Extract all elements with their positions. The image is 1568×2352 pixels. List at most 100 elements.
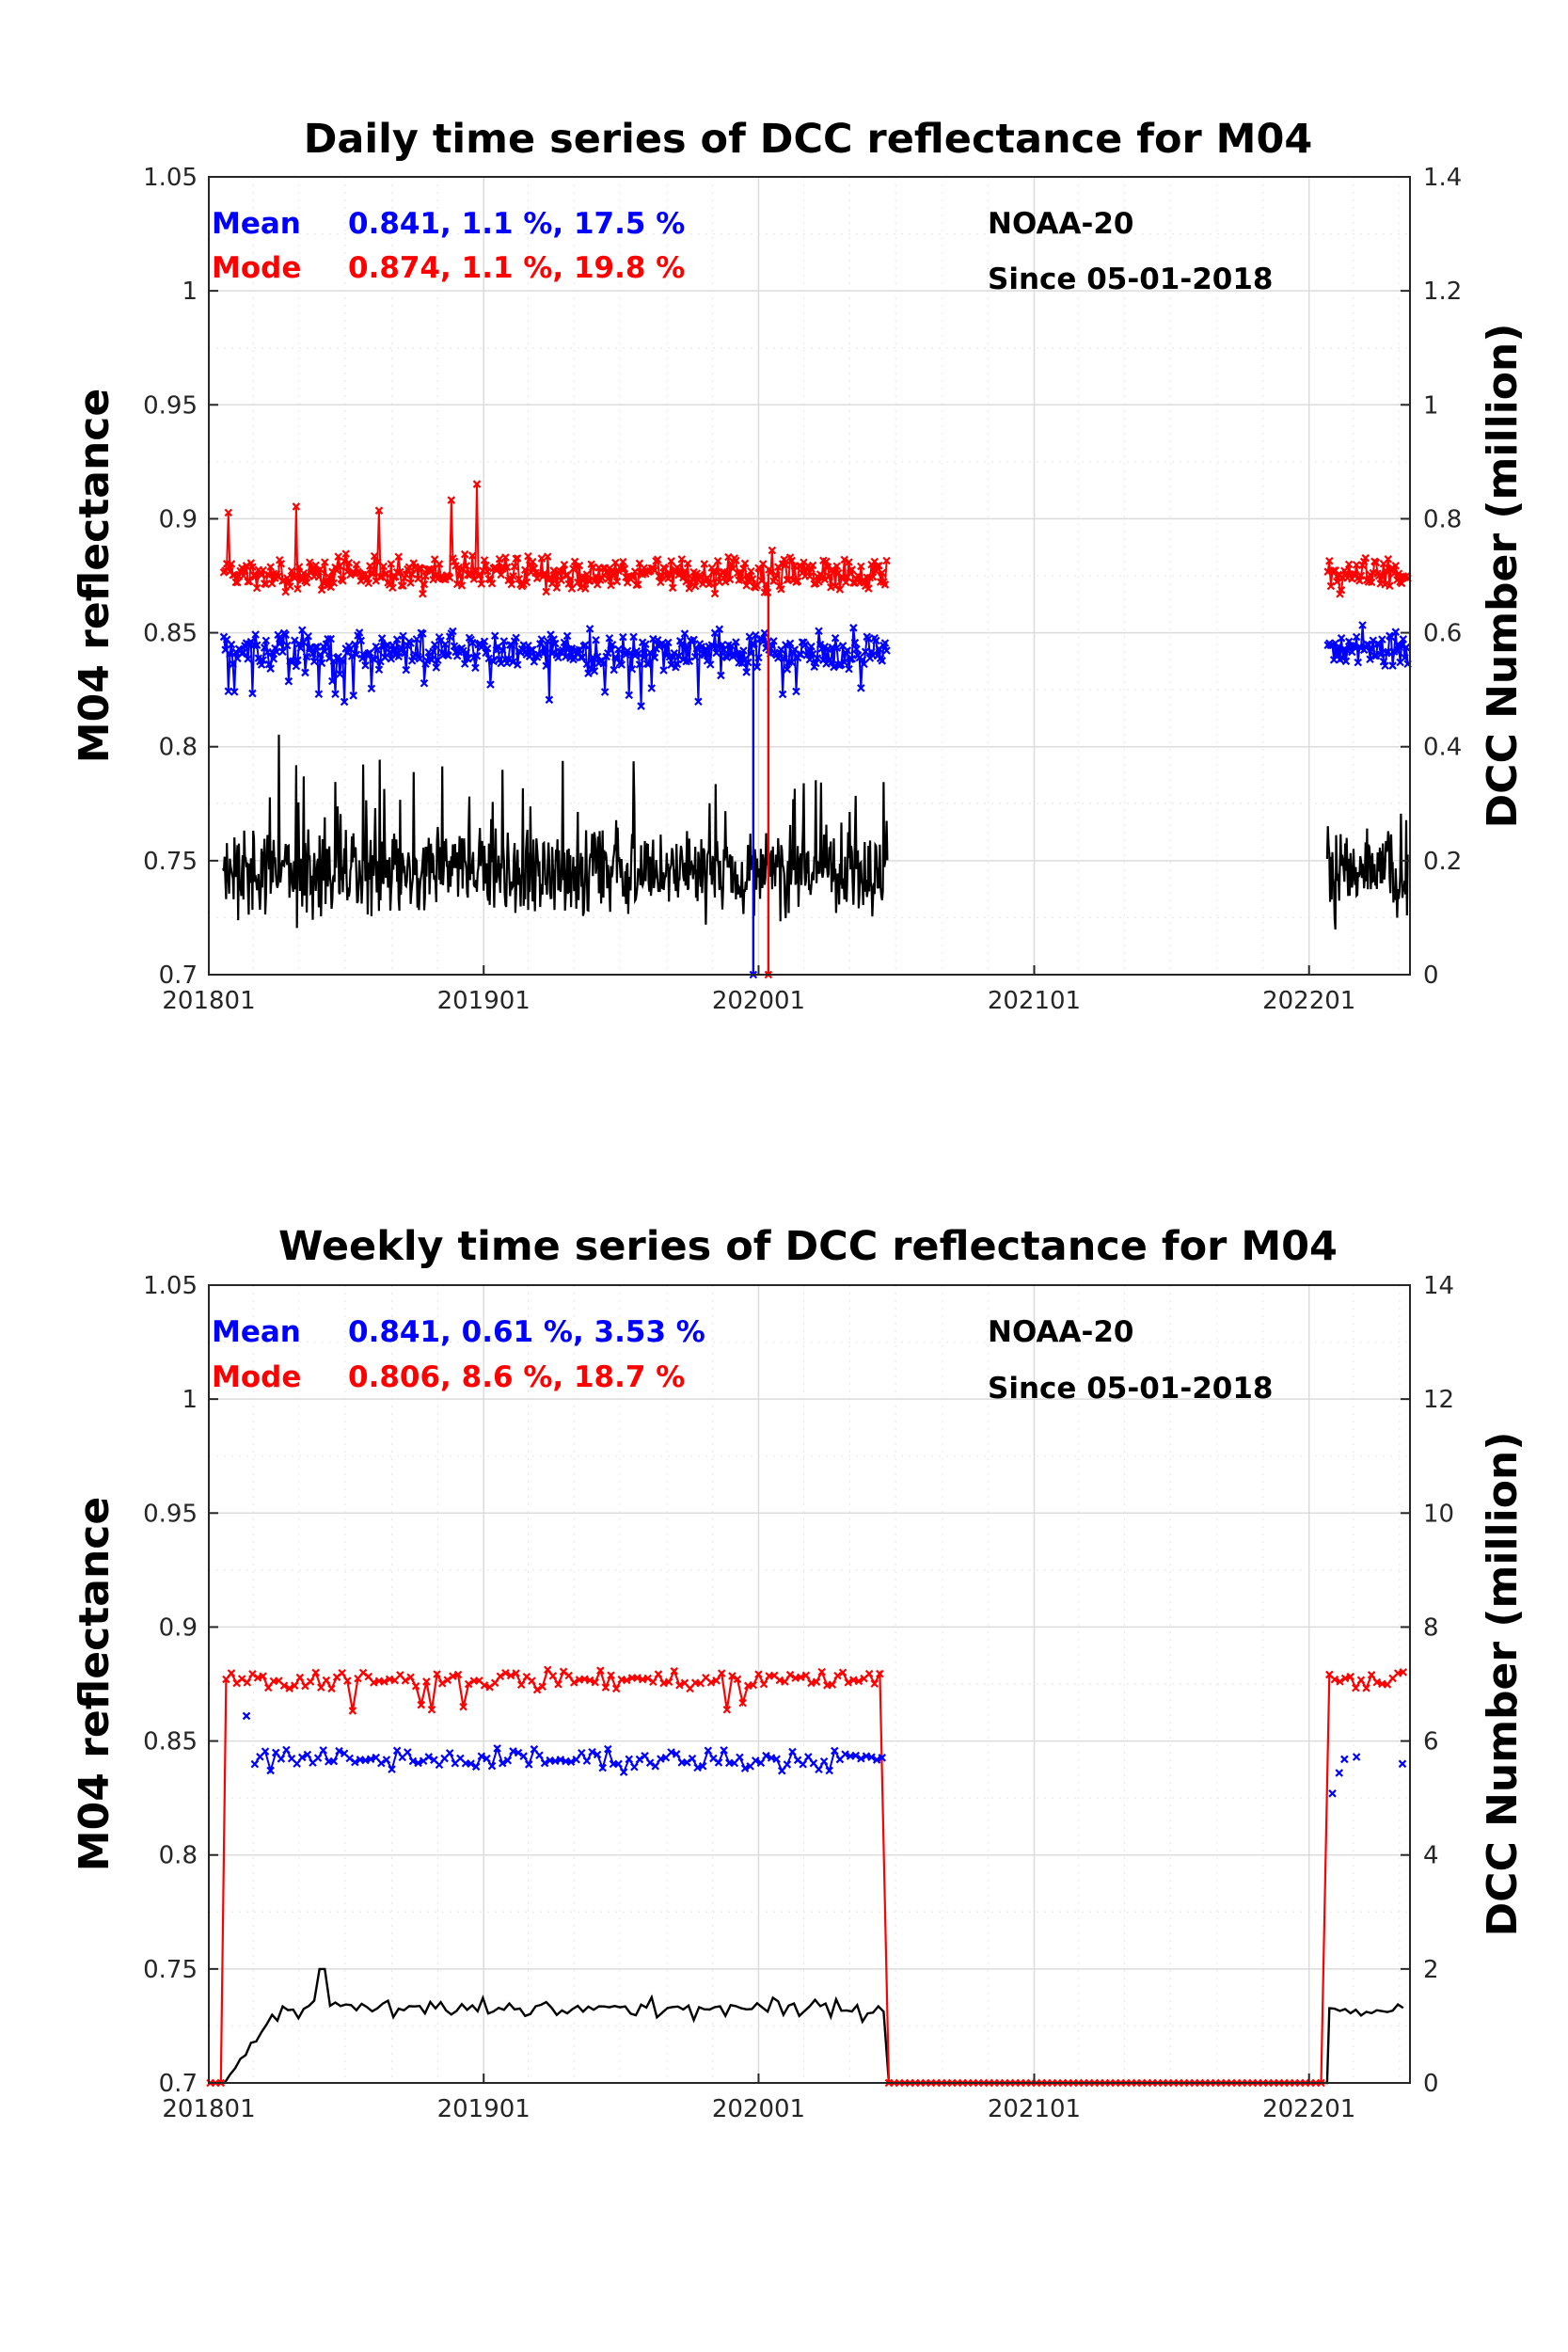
weekly-mean-point: [1340, 1755, 1349, 1764]
daily-mean-point: [554, 653, 562, 662]
daily-mode-point: [619, 557, 627, 566]
weekly-mean-point: [809, 1758, 818, 1768]
weekly-y-tick-label: 1.05: [143, 1272, 198, 1300]
weekly-mode-point: [854, 1677, 863, 1686]
weekly-since-label: Since 05-01-2018: [988, 1372, 1274, 1406]
weekly-mean-point: [815, 1765, 823, 1774]
daily-mean-point: [239, 648, 248, 657]
weekly-mode-point: [785, 1670, 795, 1679]
daily-mode-point: [653, 555, 662, 564]
weekly-mode-point: [828, 1680, 837, 1689]
daily-mode-point: [501, 553, 510, 562]
daily-y2-tick-label: 1: [1423, 391, 1439, 420]
daily-mean-point: [269, 655, 278, 663]
daily-mean-point: [849, 624, 858, 632]
daily-mode-point: [369, 569, 377, 579]
daily-mode-point: [612, 577, 622, 586]
daily-mean-point: [432, 663, 441, 672]
weekly-mode-point: [664, 1677, 673, 1687]
daily-mean-point: [1337, 634, 1346, 643]
weekly-mean-point: [625, 1755, 634, 1764]
daily-mean-point: [471, 663, 480, 673]
daily-mode-point: [842, 578, 850, 587]
weekly-mode-point: [1356, 1676, 1366, 1685]
daily-mode-point: [725, 575, 735, 584]
weekly-mode-point: [311, 1668, 320, 1677]
daily-mean-point: [700, 650, 709, 660]
weekly-mean-point: [271, 1748, 280, 1757]
weekly-mode-point: [812, 1677, 821, 1686]
weekly-mean-point: [335, 1746, 343, 1756]
daily-mean-point: [627, 664, 637, 674]
daily-mean-point: [356, 636, 366, 645]
weekly-mean-point: [588, 1747, 596, 1756]
daily-mode-point: [245, 577, 254, 586]
daily-mode-point: [567, 584, 577, 593]
daily-mean-point: [590, 667, 599, 675]
weekly-mean-point: [777, 1766, 786, 1775]
daily-mean-point: [680, 629, 689, 638]
daily-chart-title: Daily time series of DCC reflectance for…: [304, 116, 1313, 163]
daily-mean-point: [864, 634, 873, 644]
weekly-mode-point: [227, 1669, 236, 1677]
daily-mean-point: [489, 657, 498, 666]
weekly-mean-point: [471, 1762, 481, 1772]
daily-mean-point: [545, 695, 554, 705]
daily-mode-point: [454, 563, 464, 572]
daily-mean-point: [367, 684, 376, 693]
daily-mode-point: [875, 562, 883, 570]
weekly-mode-point: [317, 1683, 325, 1692]
weekly-mode-point: [427, 1706, 436, 1714]
daily-mean-point: [705, 660, 715, 669]
weekly-mean-point: [519, 1752, 528, 1760]
weekly-mode-point: [338, 1668, 346, 1677]
daily-mean-point: [429, 647, 437, 656]
weekly-mean-point: [572, 1755, 580, 1764]
weekly-mode-point: [633, 1674, 641, 1682]
weekly-y-tick-label: 0.85: [143, 1728, 198, 1756]
daily-mode-point: [607, 580, 615, 590]
weekly-mean-point: [303, 1750, 312, 1759]
daily-mode-point: [352, 560, 361, 569]
weekly-mean-point: [313, 1754, 323, 1762]
weekly-y-tick-label: 0.95: [143, 1500, 198, 1528]
daily-mode-point: [793, 577, 802, 585]
daily-mode-point: [882, 556, 891, 565]
daily-y-tick-label: 1: [182, 278, 198, 306]
weekly-mode-point: [248, 1670, 257, 1678]
weekly-mode-point: [1336, 1677, 1344, 1686]
daily-mean-point: [592, 635, 600, 644]
weekly-mode-point: [306, 1677, 315, 1686]
daily-mean-point: [420, 678, 429, 688]
daily-mode-point: [406, 579, 415, 587]
daily-mean-point: [792, 687, 800, 696]
weekly-mean-point: [250, 1759, 260, 1769]
daily-mean-point: [689, 635, 698, 644]
weekly-mode-point: [670, 1667, 679, 1676]
weekly-mode-point: [864, 1669, 874, 1678]
daily-y2-tick-label: 0: [1423, 961, 1439, 990]
daily-mean-point: [299, 638, 309, 647]
daily-mode-point: [721, 578, 730, 586]
daily-mean-point: [713, 642, 722, 651]
weekly-mode-point: [295, 1673, 305, 1682]
daily-mean-point: [659, 666, 668, 675]
weekly-mean-point: [1398, 1759, 1407, 1769]
weekly-mean-point: [851, 1751, 861, 1760]
daily-mode-point: [710, 589, 720, 598]
daily-mode-point: [768, 546, 777, 555]
weekly-mode-point: [738, 1698, 747, 1708]
daily-mode-point: [370, 551, 379, 561]
daily-mean-point: [785, 639, 795, 648]
daily-mean-point: [778, 690, 787, 699]
weekly-mean-point: [277, 1755, 286, 1763]
daily-mean-point: [1341, 657, 1351, 666]
daily-mean-point: [1402, 643, 1411, 652]
daily-mean-point: [385, 648, 394, 657]
daily-mean-point: [667, 660, 675, 669]
daily-y-tick-label: 0.75: [143, 848, 198, 876]
weekly-mode-point: [564, 1671, 573, 1680]
daily-mean-point: [805, 655, 815, 664]
weekly-mean-point: [487, 1761, 497, 1771]
daily-mean-point: [1381, 661, 1389, 670]
